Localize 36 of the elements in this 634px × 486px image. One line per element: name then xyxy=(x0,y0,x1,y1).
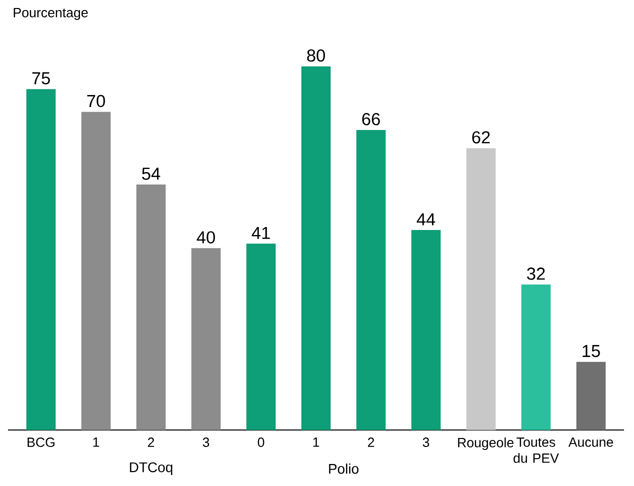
data-label: 32 xyxy=(527,268,545,280)
x-tick-label: 1 xyxy=(93,438,100,447)
data-label: 75 xyxy=(32,72,50,84)
data-label: 41 xyxy=(252,227,270,239)
text: Polio xyxy=(329,464,358,474)
y-axis-title: Pourcentage xyxy=(14,8,88,20)
data-label: 70 xyxy=(87,94,105,108)
bar xyxy=(356,130,386,430)
x-tick-label: 3 xyxy=(422,438,430,447)
x-tick-label: 2 xyxy=(148,438,154,447)
text: DTCoq xyxy=(130,462,172,476)
bar xyxy=(246,244,276,430)
x-tick-label: 2 xyxy=(368,438,374,447)
bar xyxy=(466,148,496,430)
x-tick-label: Aucune xyxy=(568,438,614,447)
data-label: 80 xyxy=(307,49,325,62)
bar xyxy=(81,112,111,430)
data-label: 15 xyxy=(582,345,600,358)
bar xyxy=(411,230,441,430)
bar xyxy=(191,248,221,430)
x-tick-label: Toutes du PEV xyxy=(514,438,559,463)
data-label: 62 xyxy=(472,131,490,144)
bar xyxy=(136,184,166,430)
data-label: 40 xyxy=(196,231,215,244)
bar xyxy=(521,284,551,430)
bar xyxy=(576,362,606,430)
bar xyxy=(301,66,331,430)
x-tick-label: 3 xyxy=(202,438,210,447)
x-tick-label: Rougeole xyxy=(458,438,514,450)
data-label: 66 xyxy=(362,113,380,126)
x-tick-label: 0 xyxy=(258,438,264,447)
x-tick-label: 1 xyxy=(313,438,320,447)
bar xyxy=(26,89,56,430)
x-tick-label: BCG xyxy=(28,438,54,447)
data-label: 44 xyxy=(416,213,436,226)
data-label: 54 xyxy=(142,168,160,180)
